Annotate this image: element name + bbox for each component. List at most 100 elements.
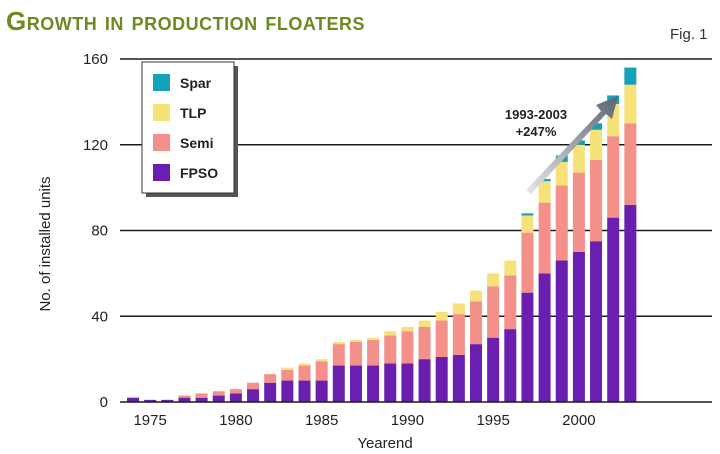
bar-fpso-1994 — [470, 344, 482, 402]
growth-arrow-icon — [526, 96, 618, 194]
chart-title: Growth in production floaters — [6, 6, 366, 36]
bar-fpso-1983 — [281, 380, 294, 402]
bar-tlp-1996 — [504, 260, 517, 276]
y-tick-label: 80 — [91, 223, 108, 240]
bar-semi-2002 — [607, 136, 620, 218]
bar-semi-1982 — [264, 374, 277, 383]
bar-fpso-1999 — [555, 260, 568, 402]
bar-fpso-1984 — [298, 380, 311, 402]
bar-tlp-1990 — [401, 326, 414, 332]
bar-fpso-1993 — [452, 354, 465, 402]
bar-semi-1998 — [538, 202, 551, 274]
bar-fpso-1988 — [367, 365, 380, 402]
bar-tlp-1992 — [435, 311, 448, 321]
bar-fpso-1986 — [332, 365, 345, 402]
bar-tlp-1995 — [487, 273, 500, 287]
bar-fpso-1981 — [247, 389, 260, 402]
x-tick-label: 1985 — [305, 412, 338, 429]
bar-semi-1988 — [367, 339, 380, 366]
x-axis-title: Yearend — [357, 435, 412, 452]
bar-tlp-1983 — [281, 367, 294, 370]
bar-tlp-2001 — [590, 129, 603, 160]
bar-fpso-1997 — [521, 292, 534, 402]
y-tick-label: 40 — [91, 308, 108, 325]
bar-tlp-1988 — [367, 337, 380, 340]
x-tick-label: 1980 — [219, 412, 252, 429]
bar-tlp-1989 — [384, 331, 397, 336]
bar-fpso-1974 — [127, 397, 139, 402]
bar-spar-1998 — [538, 179, 551, 182]
bar-fpso-2000 — [572, 251, 585, 402]
bar-fpso-1995 — [487, 337, 500, 402]
bar-fpso-1998 — [538, 273, 551, 402]
bar-semi-1989 — [384, 335, 397, 364]
y-tick-label: 120 — [83, 137, 108, 154]
x-tick-label: 2000 — [562, 412, 595, 429]
bars — [127, 67, 637, 402]
bar-tlp-1999 — [555, 161, 568, 186]
bar-semi-1981 — [247, 382, 260, 390]
bar-spar-1997 — [521, 213, 534, 216]
bar-semi-2003 — [624, 123, 637, 205]
y-axis-title: No. of installed units — [37, 176, 54, 311]
legend-swatch-semi — [153, 134, 170, 151]
legend-label-spar: Spar — [180, 75, 212, 91]
bar-tlp-1991 — [418, 320, 431, 327]
bar-tlp-1998 — [538, 181, 551, 203]
legend-swatch-fpso — [153, 164, 170, 181]
bar-semi-1992 — [435, 320, 448, 357]
bar-fpso-1978 — [195, 397, 208, 402]
bar-spar-2003 — [624, 67, 637, 85]
figure-label: Fig. 1 — [670, 26, 708, 43]
bar-fpso-1976 — [161, 399, 174, 402]
bar-semi-1996 — [504, 275, 517, 330]
annotation-line1: 1993-2003 — [505, 107, 567, 122]
bar-semi-1977 — [178, 395, 191, 398]
y-tick-label: 160 — [83, 51, 108, 68]
bar-semi-1980 — [229, 389, 242, 394]
bar-semi-2000 — [572, 172, 585, 252]
y-tick-label: 0 — [100, 394, 108, 411]
bar-semi-1983 — [281, 369, 294, 381]
x-tick-label: 1975 — [133, 412, 166, 429]
bar-fpso-1992 — [435, 356, 448, 402]
x-tick-label: 1990 — [391, 412, 424, 429]
bar-semi-1993 — [452, 314, 465, 355]
bar-fpso-1996 — [504, 329, 517, 402]
legend-swatch-tlp — [153, 104, 170, 121]
bar-fpso-2001 — [590, 241, 603, 402]
legend-label-fpso: FPSO — [180, 165, 218, 181]
bar-fpso-1982 — [264, 382, 277, 402]
bar-tlp-1984 — [298, 363, 311, 366]
bar-semi-1986 — [332, 344, 345, 366]
bar-fpso-2003 — [624, 204, 637, 402]
bar-semi-1991 — [418, 326, 431, 360]
bar-spar-2001 — [590, 123, 603, 130]
bar-tlp-1997 — [521, 215, 534, 233]
bar-fpso-1990 — [401, 363, 414, 402]
bar-semi-1995 — [487, 286, 500, 338]
bar-fpso-2002 — [607, 217, 620, 402]
bar-tlp-2003 — [624, 84, 637, 124]
bar-semi-1978 — [195, 393, 208, 398]
bar-semi-1999 — [555, 185, 568, 261]
legend-label-tlp: TLP — [180, 105, 206, 121]
bar-tlp-1985 — [315, 359, 328, 362]
bar-semi-1984 — [298, 365, 311, 381]
bar-tlp-1993 — [452, 303, 465, 315]
legend-label-semi: Semi — [180, 135, 213, 151]
axes: 1975 1980 1985 1990 1995 2000 — [120, 401, 712, 429]
bar-tlp-1994 — [470, 290, 482, 302]
growth-arrow: 1993-2003 +247% — [505, 96, 618, 194]
bar-tlp-1987 — [349, 339, 362, 342]
bar-tlp-1986 — [332, 341, 345, 345]
annotation-line2: +247% — [516, 124, 557, 139]
bar-fpso-1975 — [144, 399, 157, 402]
bar-fpso-1991 — [418, 359, 431, 402]
x-tick-label: 1995 — [476, 412, 509, 429]
bar-semi-1997 — [521, 232, 534, 293]
bar-fpso-1985 — [315, 380, 328, 402]
bar-fpso-1980 — [229, 393, 242, 402]
bar-tlp-2000 — [572, 144, 585, 173]
